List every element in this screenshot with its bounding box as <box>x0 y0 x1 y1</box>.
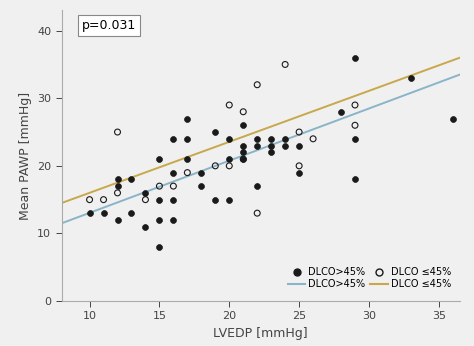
Point <box>128 210 135 216</box>
Point <box>114 183 121 189</box>
Point <box>114 176 121 182</box>
Point <box>351 55 359 61</box>
Point <box>183 116 191 121</box>
Point <box>282 136 289 142</box>
Point <box>449 116 456 121</box>
Point <box>155 156 163 162</box>
Point <box>351 122 359 128</box>
Point <box>226 156 233 162</box>
Point <box>254 143 261 148</box>
Point <box>170 170 177 175</box>
Point <box>254 136 261 142</box>
Point <box>100 197 107 202</box>
Point <box>239 143 247 148</box>
Point <box>239 156 247 162</box>
Point <box>226 102 233 108</box>
Point <box>86 210 93 216</box>
Point <box>142 190 149 195</box>
Point <box>267 136 275 142</box>
Point <box>170 183 177 189</box>
Point <box>337 109 345 115</box>
Point <box>198 170 205 175</box>
Point <box>226 163 233 169</box>
Point <box>183 156 191 162</box>
Point <box>155 197 163 202</box>
Point <box>295 129 303 135</box>
Point <box>295 170 303 175</box>
Point <box>239 122 247 128</box>
Point <box>239 109 247 115</box>
Point <box>226 197 233 202</box>
Point <box>267 149 275 155</box>
Point <box>239 149 247 155</box>
Point <box>282 62 289 67</box>
Point <box>198 183 205 189</box>
X-axis label: LVEDP [mmHg]: LVEDP [mmHg] <box>213 327 308 340</box>
Point <box>114 129 121 135</box>
Point <box>351 136 359 142</box>
Point <box>282 143 289 148</box>
Y-axis label: Mean PAWP [mmHg]: Mean PAWP [mmHg] <box>18 92 32 220</box>
Point <box>114 217 121 223</box>
Point <box>211 197 219 202</box>
Point <box>351 102 359 108</box>
Point <box>114 190 121 195</box>
Point <box>211 129 219 135</box>
Text: p=0.031: p=0.031 <box>82 19 136 32</box>
Point <box>211 163 219 169</box>
Point <box>155 217 163 223</box>
Point <box>407 75 415 81</box>
Point <box>267 143 275 148</box>
Point <box>170 136 177 142</box>
Point <box>254 210 261 216</box>
Point <box>86 197 93 202</box>
Point <box>142 197 149 202</box>
Point <box>155 183 163 189</box>
Point <box>310 136 317 142</box>
Point <box>226 136 233 142</box>
Point <box>254 82 261 88</box>
Point <box>170 217 177 223</box>
Point <box>295 163 303 169</box>
Legend: DLCO>45%, DLCO>45%, DLCO ≤45%, DLCO ≤45%: DLCO>45%, DLCO>45%, DLCO ≤45%, DLCO ≤45% <box>284 264 455 293</box>
Point <box>170 197 177 202</box>
Point <box>295 143 303 148</box>
Point <box>183 170 191 175</box>
Point <box>254 183 261 189</box>
Point <box>128 176 135 182</box>
Point <box>100 210 107 216</box>
Point <box>183 136 191 142</box>
Point <box>239 156 247 162</box>
Point <box>142 224 149 229</box>
Point <box>351 176 359 182</box>
Point <box>155 244 163 250</box>
